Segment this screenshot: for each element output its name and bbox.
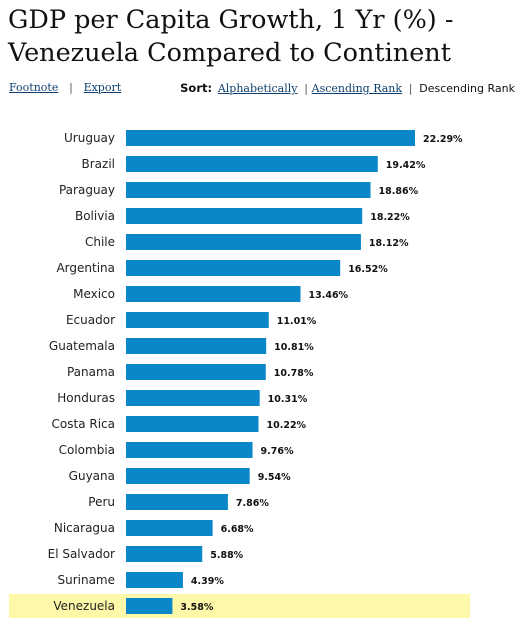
sort-alphabetically-link[interactable]: Alphabetically bbox=[217, 82, 298, 95]
value-label: 18.86% bbox=[379, 186, 419, 197]
bar bbox=[126, 338, 267, 354]
category-label: Venezuela bbox=[53, 599, 115, 613]
value-label: 5.88% bbox=[210, 550, 243, 561]
value-label: 3.58% bbox=[180, 602, 213, 613]
category-label: Nicaragua bbox=[54, 521, 115, 535]
bar bbox=[126, 364, 266, 380]
category-label: Panama bbox=[67, 365, 115, 379]
footnote-link[interactable]: Footnote bbox=[9, 81, 59, 94]
value-label: 10.78% bbox=[274, 368, 314, 379]
category-label: El Salvador bbox=[48, 547, 115, 561]
value-label: 22.29% bbox=[423, 134, 463, 145]
sort-divider: | bbox=[304, 82, 308, 95]
category-label: Suriname bbox=[57, 573, 115, 587]
value-label: 9.76% bbox=[261, 446, 294, 457]
highlight-row-background bbox=[9, 594, 470, 618]
bar bbox=[126, 416, 259, 432]
value-label: 18.12% bbox=[369, 238, 409, 249]
category-label: Costa Rica bbox=[52, 417, 115, 431]
toolbar-divider: | bbox=[69, 81, 73, 94]
value-label: 10.31% bbox=[268, 394, 308, 405]
category-label: Guyana bbox=[69, 469, 115, 483]
bar bbox=[126, 598, 173, 614]
bar bbox=[126, 390, 260, 406]
value-label: 4.39% bbox=[191, 576, 224, 587]
value-label: 7.86% bbox=[236, 498, 269, 509]
bar bbox=[126, 130, 415, 146]
value-label: 13.46% bbox=[309, 290, 349, 301]
category-label: Uruguay bbox=[64, 131, 115, 145]
value-label: 6.68% bbox=[221, 524, 254, 535]
sort-ascending-link[interactable]: Ascending Rank bbox=[311, 82, 403, 95]
bar bbox=[126, 260, 341, 276]
sort-label: Sort: bbox=[180, 81, 213, 95]
value-label: 10.81% bbox=[274, 342, 314, 353]
toolbar: Footnote | Export Sort: Alphabetically |… bbox=[9, 80, 515, 96]
bar bbox=[126, 182, 371, 198]
bar bbox=[126, 208, 363, 224]
category-label: Paraguay bbox=[59, 183, 115, 197]
sort-descending-current: Descending Rank bbox=[419, 82, 515, 95]
value-label: 11.01% bbox=[277, 316, 317, 327]
bar bbox=[126, 156, 378, 172]
bar bbox=[126, 546, 203, 562]
value-label: 16.52% bbox=[348, 264, 388, 275]
bar bbox=[126, 442, 253, 458]
category-label: Argentina bbox=[56, 261, 115, 275]
sort-divider: | bbox=[408, 82, 413, 95]
category-label: Ecuador bbox=[66, 313, 115, 327]
category-label: Honduras bbox=[57, 391, 115, 405]
bar bbox=[126, 234, 361, 250]
category-label: Brazil bbox=[82, 157, 116, 171]
bar bbox=[126, 572, 183, 588]
toolbar-left: Footnote | Export bbox=[9, 80, 121, 96]
sort-controls: Sort: Alphabetically | Ascending Rank | … bbox=[180, 80, 515, 97]
category-label: Guatemala bbox=[49, 339, 115, 353]
value-label: 18.22% bbox=[370, 212, 410, 223]
category-label: Colombia bbox=[59, 443, 115, 457]
category-label: Bolivia bbox=[75, 209, 115, 223]
bar bbox=[126, 286, 301, 302]
bar bbox=[126, 468, 250, 484]
bar bbox=[126, 312, 269, 328]
bar bbox=[126, 520, 213, 536]
category-label: Mexico bbox=[73, 287, 115, 301]
export-link[interactable]: Export bbox=[83, 81, 122, 94]
value-label: 19.42% bbox=[386, 160, 426, 171]
category-label: Peru bbox=[88, 495, 115, 509]
value-label: 10.22% bbox=[267, 420, 307, 431]
bar-chart: Uruguay 22.29% Brazil 19.42% Paraguay 18.86% B… bbox=[9, 130, 470, 618]
bar bbox=[126, 494, 228, 510]
category-label: Chile bbox=[85, 235, 115, 249]
value-label: 9.54% bbox=[258, 472, 291, 483]
chart-title: GDP per Capita Growth, 1 Yr (%) - Venezu… bbox=[8, 5, 454, 68]
